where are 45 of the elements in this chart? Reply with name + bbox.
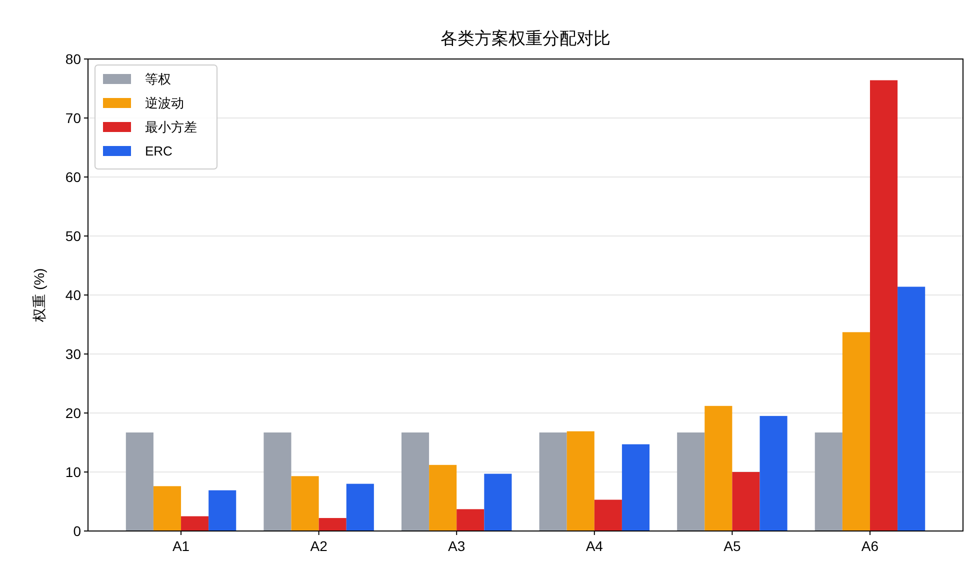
bar: [677, 432, 705, 531]
bar: [566, 431, 594, 531]
x-tick-label: A2: [310, 538, 328, 554]
legend-label: 最小方差: [145, 120, 197, 135]
y-tick-label: 50: [65, 228, 82, 244]
bar: [264, 432, 292, 531]
y-axis-title: 权重 (%): [31, 268, 47, 323]
x-tick-label: A1: [172, 538, 190, 554]
bar: [898, 286, 926, 531]
bar: [456, 509, 484, 531]
bar: [153, 486, 182, 531]
bar: [318, 518, 346, 531]
bar: [346, 484, 374, 531]
bar: [484, 474, 512, 531]
y-tick-label: 60: [65, 168, 82, 185]
bar: [760, 416, 788, 531]
legend-label: 逆波动: [145, 96, 184, 111]
bar: [704, 406, 732, 531]
legend-label: 等权: [145, 72, 171, 87]
bar: [870, 80, 898, 531]
bar: [208, 490, 236, 531]
bar: [622, 444, 650, 531]
x-tick-label: A5: [724, 538, 741, 554]
x-tick-label: A3: [448, 538, 466, 554]
bar: [732, 472, 760, 531]
bar: [429, 464, 457, 531]
y-tick-label: 20: [65, 404, 82, 421]
bar: [291, 476, 319, 531]
bar: [181, 516, 209, 531]
bar: [842, 332, 870, 531]
bar: [814, 432, 842, 531]
bar: [594, 500, 622, 531]
chart-title: 各类方案权重分配对比: [440, 29, 610, 48]
bar: [126, 432, 154, 531]
y-tick-label: 0: [73, 522, 82, 539]
legend-label: ERC: [145, 144, 172, 159]
y-tick-label: 40: [65, 286, 82, 303]
x-tick-label: A6: [861, 538, 879, 554]
y-tick-label: 30: [65, 346, 82, 362]
y-tick-label: 70: [65, 110, 82, 126]
y-tick-label: 80: [65, 50, 82, 67]
bar: [401, 432, 430, 531]
y-tick-label: 10: [65, 464, 82, 480]
bar: [539, 432, 567, 531]
x-tick-label: A4: [586, 538, 604, 554]
